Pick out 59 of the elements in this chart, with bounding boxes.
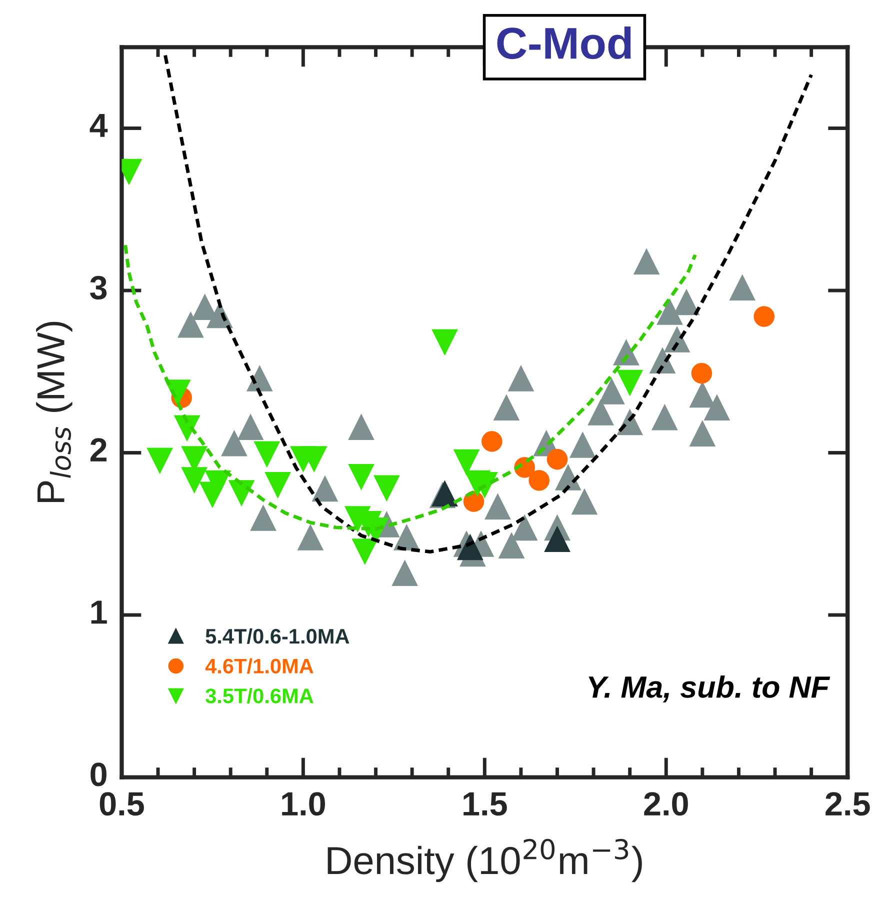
point	[704, 394, 730, 421]
point	[348, 414, 374, 440]
annotation: C-Mod	[497, 26, 631, 60]
point	[689, 420, 716, 447]
y-tick-label: 4	[90, 114, 108, 137]
y-axis-title: P$_{loss}$ (MW)	[36, 322, 72, 502]
y-tick-label: 0	[90, 762, 106, 786]
x-tick-label: 1.5	[464, 792, 507, 816]
point	[484, 493, 511, 520]
point	[544, 526, 570, 552]
point	[246, 364, 273, 392]
point	[588, 399, 614, 426]
point	[221, 430, 248, 456]
point	[432, 329, 458, 356]
legend-label: 4.6T/1.0MA	[205, 658, 314, 674]
point	[613, 339, 640, 366]
x-tick-label: 0.5	[100, 792, 144, 816]
point	[373, 475, 400, 502]
point	[352, 538, 378, 565]
point	[392, 560, 418, 586]
point	[571, 488, 598, 515]
legend-label: 5.4T/0.6-1.0MA	[206, 628, 350, 644]
point	[691, 362, 712, 384]
point	[498, 532, 525, 558]
point	[312, 475, 338, 502]
point	[569, 431, 596, 458]
point	[508, 364, 534, 392]
annotation: Y. Ma, sub. to NF	[588, 675, 830, 702]
legend-label: 3.5T/0.6MA	[206, 688, 314, 704]
point	[453, 449, 480, 476]
point	[546, 448, 568, 470]
point	[177, 311, 204, 338]
y-tick-label: 3	[90, 276, 107, 300]
point	[254, 441, 280, 468]
point	[482, 431, 502, 452]
point	[181, 467, 208, 494]
y-tick-label: 1	[91, 600, 107, 624]
x-tick-label: 2.5	[826, 792, 870, 816]
point	[651, 404, 678, 430]
x-tick-label: 2.0	[644, 792, 688, 816]
point	[729, 274, 756, 300]
x-axis-title: Density (10$^{20}$m$^{−3}$)	[328, 838, 642, 882]
point	[264, 472, 291, 498]
point	[348, 464, 374, 490]
line-series	[124, 243, 697, 531]
point	[633, 248, 660, 275]
point	[237, 414, 264, 440]
point	[250, 504, 276, 531]
y-tick-label: 2	[90, 438, 106, 462]
point	[656, 298, 683, 325]
point	[199, 482, 226, 508]
x-tick-label: 1.0	[282, 792, 325, 816]
point	[493, 394, 520, 421]
point	[528, 470, 550, 491]
point	[616, 370, 644, 396]
point	[146, 448, 174, 474]
point	[300, 446, 328, 472]
point	[297, 524, 324, 550]
point	[754, 306, 775, 327]
